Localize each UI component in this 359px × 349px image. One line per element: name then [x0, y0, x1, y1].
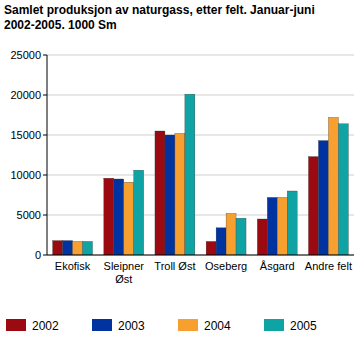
legend-swatch: [92, 319, 112, 331]
legend-label: 2004: [204, 319, 231, 333]
bar: [338, 124, 348, 255]
tick-label: 5000: [17, 209, 41, 221]
bar: [206, 241, 216, 255]
category-label: Ekofisk: [55, 260, 91, 272]
tick: [43, 255, 47, 256]
grid-line: [47, 135, 354, 136]
bar: [175, 133, 185, 255]
legend-label: 2003: [118, 319, 145, 333]
title: Samlet produksjon av naturgass, etter fe…: [4, 3, 315, 32]
tick: [43, 135, 47, 136]
legend-swatch: [264, 319, 284, 331]
bar: [226, 213, 236, 255]
chart: Samlet produksjon av naturgass, etter fe…: [0, 0, 359, 349]
legend-label: 2002: [32, 319, 59, 333]
bar: [73, 241, 83, 255]
bar: [216, 228, 226, 255]
tick: [43, 215, 47, 216]
y-axis: [47, 55, 48, 255]
grid-line: [47, 175, 354, 176]
category-label: Andre felt: [305, 260, 352, 272]
tick-label: 20000: [10, 89, 41, 101]
tick-label: 25000: [10, 49, 41, 61]
legend-label: 2005: [290, 319, 317, 333]
grid-line: [47, 215, 354, 216]
bar: [318, 141, 328, 255]
grid-line: [47, 95, 354, 96]
bar: [114, 179, 124, 255]
bar: [287, 191, 297, 255]
grid-line: [47, 255, 354, 256]
legend-swatch: [6, 319, 26, 331]
bar: [63, 241, 73, 255]
bar: [308, 157, 318, 255]
tick: [43, 55, 47, 56]
tick: [43, 175, 47, 176]
bars: [53, 94, 349, 255]
bar: [124, 182, 134, 255]
bar: [328, 117, 338, 255]
bar: [236, 218, 246, 255]
category-label: Oseberg: [205, 260, 247, 272]
bar: [277, 197, 287, 255]
tick-label: 0: [35, 249, 41, 261]
bar: [267, 197, 277, 255]
category-label: Troll Øst: [154, 260, 195, 272]
legend-swatch: [178, 319, 198, 331]
bar: [185, 94, 195, 255]
bar: [165, 135, 175, 255]
tick-label: 10000: [10, 169, 41, 181]
bar: [134, 170, 144, 255]
bar: [53, 241, 63, 255]
tick-label: 15000: [10, 129, 41, 141]
bar: [155, 131, 165, 255]
category-label: Åsgard: [260, 260, 295, 272]
grid-line: [47, 55, 354, 56]
bar: [83, 241, 93, 255]
category-label: SleipnerØst: [104, 260, 145, 285]
x-axis: [47, 255, 354, 256]
bar: [104, 178, 114, 255]
tick: [43, 95, 47, 96]
bar: [257, 219, 267, 255]
